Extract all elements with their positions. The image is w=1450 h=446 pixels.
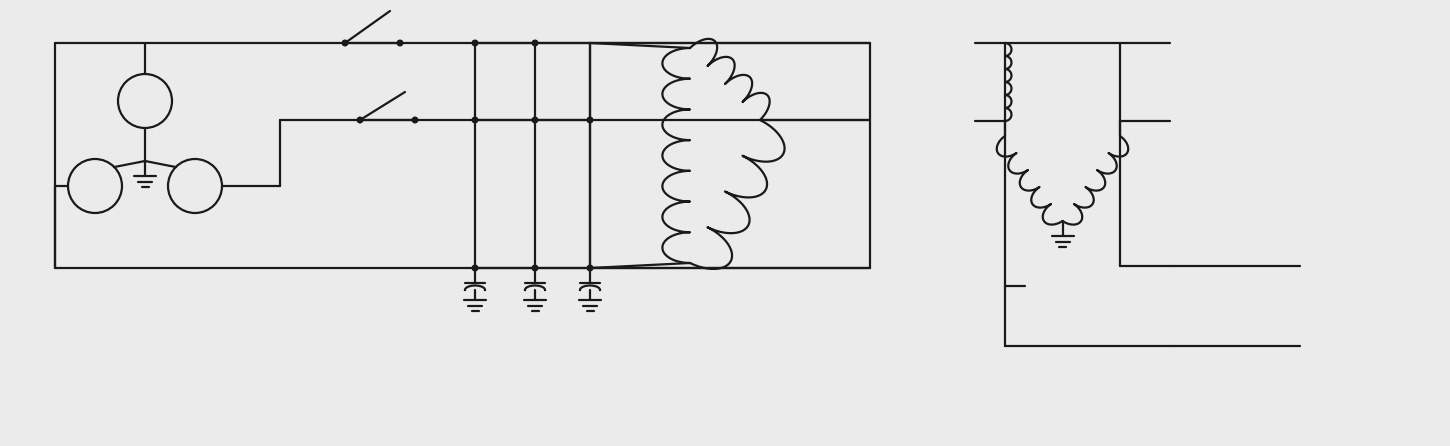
Circle shape <box>473 265 479 271</box>
Circle shape <box>412 117 418 123</box>
Circle shape <box>473 40 479 46</box>
Circle shape <box>397 40 403 46</box>
Circle shape <box>342 40 348 46</box>
Circle shape <box>532 265 538 271</box>
Circle shape <box>532 40 538 46</box>
Circle shape <box>473 117 479 123</box>
Circle shape <box>357 117 362 123</box>
Circle shape <box>587 117 593 123</box>
Circle shape <box>532 117 538 123</box>
Circle shape <box>587 265 593 271</box>
